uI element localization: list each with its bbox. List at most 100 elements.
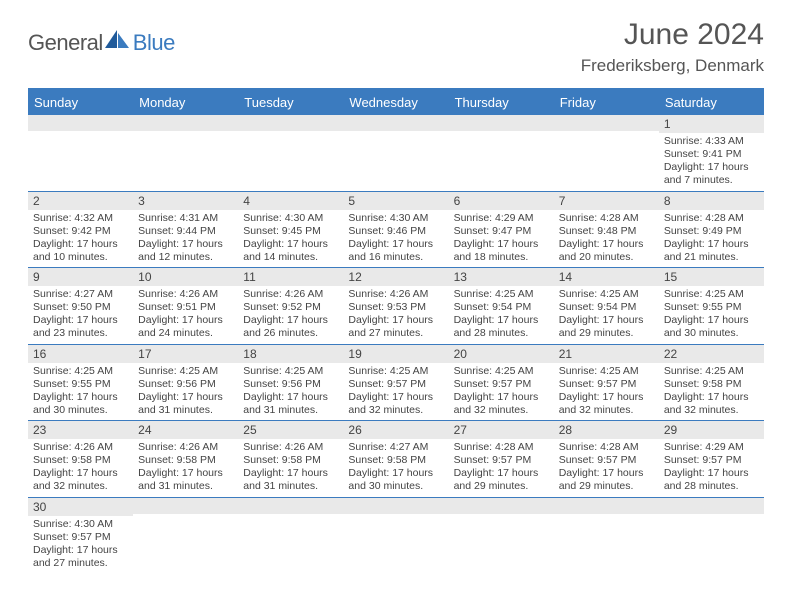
sunrise-text: Sunrise: 4:25 AM [33, 365, 128, 378]
sunset-text: Sunset: 9:58 PM [664, 378, 759, 391]
day-details: Sunrise: 4:26 AMSunset: 9:58 PMDaylight:… [28, 439, 133, 497]
daylight-text: Daylight: 17 hours and 29 minutes. [559, 314, 654, 340]
day-cell: 20Sunrise: 4:25 AMSunset: 9:57 PMDayligh… [449, 345, 554, 421]
sunset-text: Sunset: 9:45 PM [243, 225, 338, 238]
day-number: 27 [449, 421, 554, 439]
day-details: Sunrise: 4:28 AMSunset: 9:49 PMDaylight:… [659, 210, 764, 268]
day-number: 29 [659, 421, 764, 439]
day-number: 10 [133, 268, 238, 286]
day-number: 28 [554, 421, 659, 439]
day-cell: 4Sunrise: 4:30 AMSunset: 9:45 PMDaylight… [238, 192, 343, 268]
daylight-text: Daylight: 17 hours and 31 minutes. [138, 391, 233, 417]
day-details: Sunrise: 4:26 AMSunset: 9:53 PMDaylight:… [343, 286, 448, 344]
daylight-text: Daylight: 17 hours and 30 minutes. [348, 467, 443, 493]
day-cell: 9Sunrise: 4:27 AMSunset: 9:50 PMDaylight… [28, 268, 133, 344]
sunrise-text: Sunrise: 4:30 AM [243, 212, 338, 225]
sunrise-text: Sunrise: 4:26 AM [243, 288, 338, 301]
day-details: Sunrise: 4:25 AMSunset: 9:57 PMDaylight:… [449, 363, 554, 421]
day-cell: 14Sunrise: 4:25 AMSunset: 9:54 PMDayligh… [554, 268, 659, 344]
sunset-text: Sunset: 9:44 PM [138, 225, 233, 238]
calendar: SundayMondayTuesdayWednesdayThursdayFrid… [28, 88, 764, 573]
day-details: Sunrise: 4:25 AMSunset: 9:55 PMDaylight:… [659, 286, 764, 344]
day-number: 25 [238, 421, 343, 439]
sail-icon [103, 28, 131, 50]
sunset-text: Sunset: 9:41 PM [664, 148, 759, 161]
day-cell: 22Sunrise: 4:25 AMSunset: 9:58 PMDayligh… [659, 345, 764, 421]
sunset-text: Sunset: 9:57 PM [559, 454, 654, 467]
day-cell: 17Sunrise: 4:25 AMSunset: 9:56 PMDayligh… [133, 345, 238, 421]
day-number: 2 [28, 192, 133, 210]
sunset-text: Sunset: 9:54 PM [559, 301, 654, 314]
day-details: Sunrise: 4:30 AMSunset: 9:45 PMDaylight:… [238, 210, 343, 268]
daylight-text: Daylight: 17 hours and 32 minutes. [348, 391, 443, 417]
day-cell: 6Sunrise: 4:29 AMSunset: 9:47 PMDaylight… [449, 192, 554, 268]
week-row: 2 Sunrise: 4:32 AMSunset: 9:42 PM Daylight… [28, 192, 764, 269]
day-header: Monday [133, 90, 238, 115]
week-row: 9Sunrise: 4:27 AMSunset: 9:50 PMDaylight… [28, 268, 764, 345]
day-number [238, 498, 343, 514]
sunset-text: Sunset: 9:52 PM [243, 301, 338, 314]
sunset-text: Sunset: 9:54 PM [454, 301, 549, 314]
sunrise-text: Sunrise: 4:28 AM [559, 212, 654, 225]
sunrise-text: Sunrise: 4:32 AM [33, 212, 128, 225]
day-number: 20 [449, 345, 554, 363]
sunset-text: Sunset: 9:58 PM [348, 454, 443, 467]
daylight-text: Daylight: 17 hours and 32 minutes. [454, 391, 549, 417]
sunset-text: Sunset: 9:58 PM [243, 454, 338, 467]
sunrise-text: Sunrise: 4:26 AM [33, 441, 128, 454]
day-cell: 10Sunrise: 4:26 AMSunset: 9:51 PMDayligh… [133, 268, 238, 344]
day-cell: 3Sunrise: 4:31 AMSunset: 9:44 PMDaylight… [133, 192, 238, 268]
sunrise-text: Sunrise: 4:30 AM [348, 212, 443, 225]
day-cell: 8Sunrise: 4:28 AMSunset: 9:49 PMDaylight… [659, 192, 764, 268]
sunset-text: Sunset: 9:58 PM [138, 454, 233, 467]
day-cell: 23Sunrise: 4:26 AMSunset: 9:58 PMDayligh… [28, 421, 133, 497]
day-number: 17 [133, 345, 238, 363]
month-title: June 2024 [581, 18, 764, 52]
sunset-text: Sunset: 9:55 PM [33, 378, 128, 391]
day-cell [343, 498, 448, 574]
day-number: 3 [133, 192, 238, 210]
day-number: 24 [133, 421, 238, 439]
day-number: 11 [238, 268, 343, 286]
sunset-text: Sunset: 9:42 PM [33, 225, 128, 238]
day-cell: 13Sunrise: 4:25 AMSunset: 9:54 PMDayligh… [449, 268, 554, 344]
day-details: Sunrise: 4:27 AMSunset: 9:50 PMDaylight:… [28, 286, 133, 344]
sunset-text: Sunset: 9:50 PM [33, 301, 128, 314]
daylight-text: Daylight: 17 hours and 21 minutes. [664, 238, 759, 264]
day-details: Sunrise: 4:25 AMSunset: 9:56 PMDaylight:… [238, 363, 343, 421]
day-cell: 21Sunrise: 4:25 AMSunset: 9:57 PMDayligh… [554, 345, 659, 421]
day-cell: 16Sunrise: 4:25 AMSunset: 9:55 PMDayligh… [28, 345, 133, 421]
day-details: Sunrise: 4:25 AMSunset: 9:58 PMDaylight:… [659, 363, 764, 421]
title-block: June 2024 Frederiksberg, Denmark [581, 18, 764, 76]
day-number: 9 [28, 268, 133, 286]
sunrise-text: Sunrise: 4:28 AM [454, 441, 549, 454]
day-cell [554, 115, 659, 191]
day-details: Sunrise: 4:28 AMSunset: 9:57 PMDaylight:… [554, 439, 659, 497]
day-number: 16 [28, 345, 133, 363]
day-number: 23 [28, 421, 133, 439]
day-details: Sunrise: 4:27 AMSunset: 9:58 PMDaylight:… [343, 439, 448, 497]
daylight-text: Daylight: 17 hours and 32 minutes. [664, 391, 759, 417]
sunrise-text: Sunrise: 4:27 AM [33, 288, 128, 301]
day-number [343, 115, 448, 131]
day-cell: 24Sunrise: 4:26 AMSunset: 9:58 PMDayligh… [133, 421, 238, 497]
day-details: Sunrise: 4:31 AMSunset: 9:44 PMDaylight:… [133, 210, 238, 268]
day-cell: 2Sunrise: 4:32 AMSunset: 9:42 PMDaylight… [28, 192, 133, 268]
sunset-text: Sunset: 9:53 PM [348, 301, 443, 314]
week-row: 30Sunrise: 4:30 AMSunset: 9:57 PMDayligh… [28, 498, 764, 574]
sunrise-text: Sunrise: 4:26 AM [243, 441, 338, 454]
sunset-text: Sunset: 9:56 PM [138, 378, 233, 391]
day-cell [343, 115, 448, 191]
daylight-text: Daylight: 17 hours and 29 minutes. [454, 467, 549, 493]
day-number: 1 [659, 115, 764, 133]
week-row: 23Sunrise: 4:26 AMSunset: 9:58 PMDayligh… [28, 421, 764, 498]
sunrise-text: Sunrise: 4:25 AM [348, 365, 443, 378]
day-number: 15 [659, 268, 764, 286]
sunset-text: Sunset: 9:47 PM [454, 225, 549, 238]
daylight-text: Daylight: 17 hours and 28 minutes. [664, 467, 759, 493]
sunset-text: Sunset: 9:48 PM [559, 225, 654, 238]
daylight-text: Daylight: 17 hours and 32 minutes. [559, 391, 654, 417]
sunrise-text: Sunrise: 4:33 AM [664, 135, 759, 148]
logo-text-general: General [28, 30, 103, 56]
day-cell [449, 115, 554, 191]
